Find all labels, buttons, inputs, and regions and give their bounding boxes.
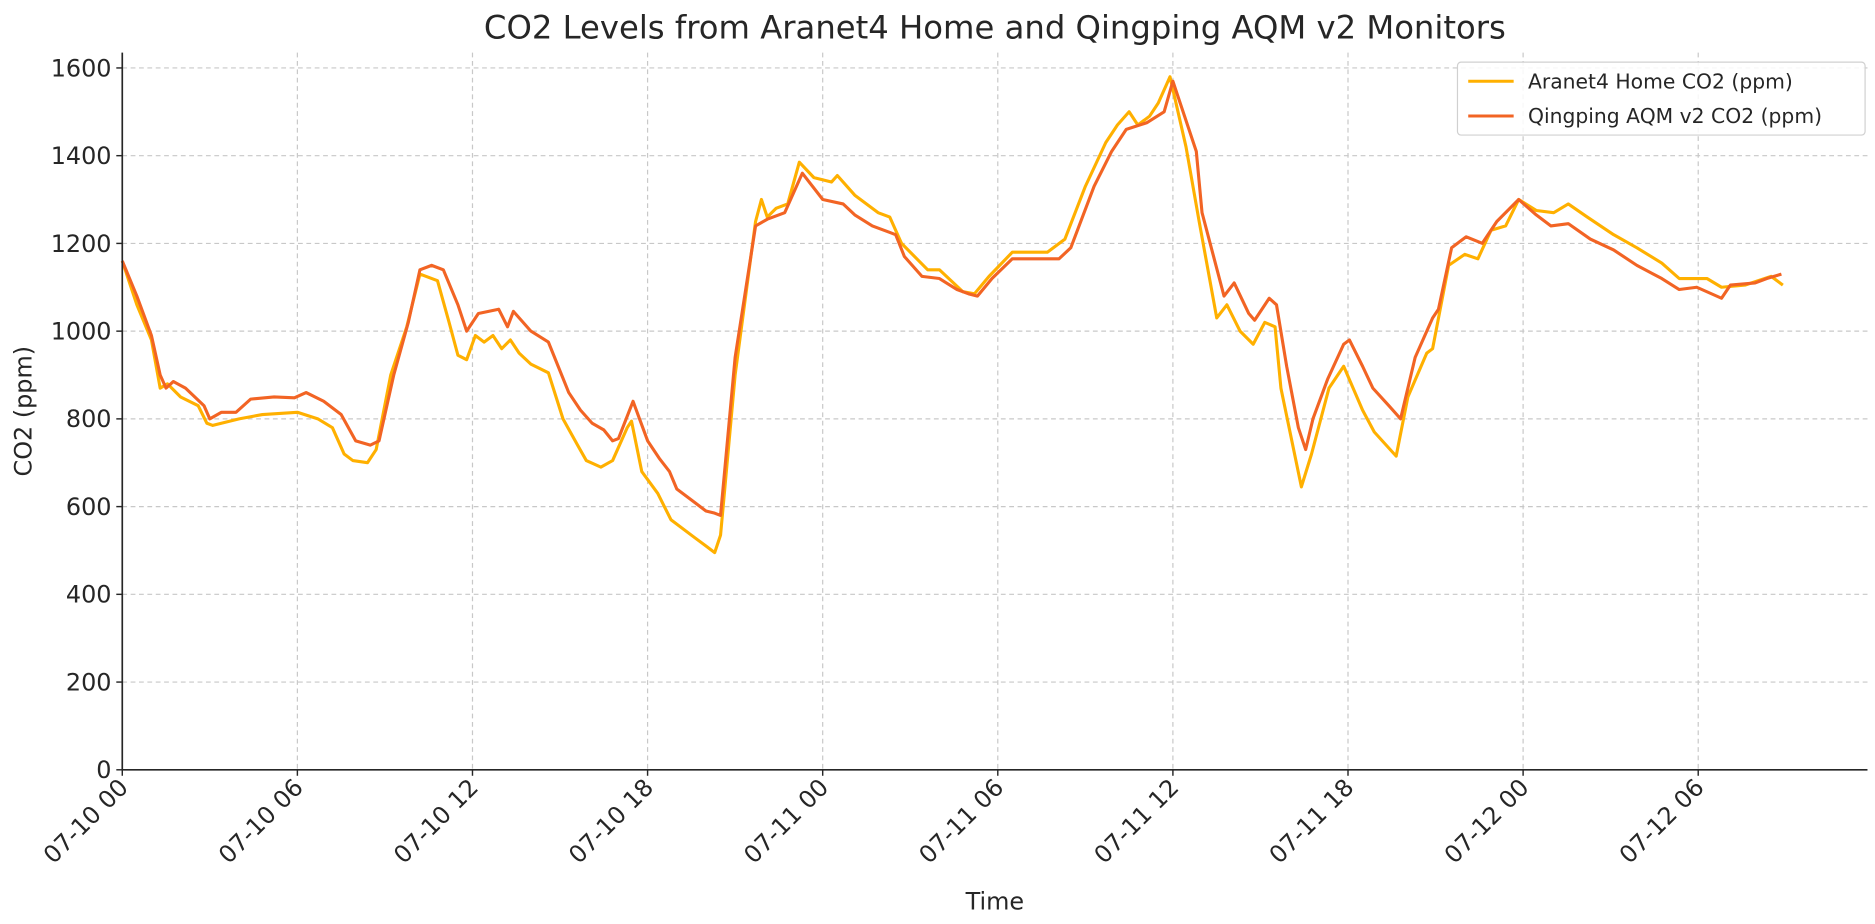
chart-title: CO2 Levels from Aranet4 Home and Qingpin… (484, 8, 1506, 46)
grid-lines (121, 52, 1868, 771)
y-axis-ticks: 0 200 400 600 800 1000 1200 1400 1600 (51, 54, 123, 784)
x-tick-label: 07-12 00 (1439, 773, 1535, 869)
x-tick-label: 07-11 12 (1089, 773, 1185, 869)
series-lines (120, 75, 1784, 555)
y-tick-label: 600 (66, 493, 112, 521)
series-line-qingping (120, 79, 1782, 517)
x-tick-label: 07-10 00 (38, 773, 134, 869)
y-tick-label: 1000 (51, 318, 112, 346)
y-tick-label: 0 (96, 756, 111, 784)
x-tick-label: 07-11 00 (738, 773, 834, 869)
x-tick-label: 07-10 18 (563, 773, 659, 869)
legend: Aranet4 Home CO2 (ppm) Qingping AQM v2 C… (1456, 61, 1866, 136)
y-tick-label: 1600 (51, 54, 112, 82)
y-tick-label: 1400 (51, 142, 112, 170)
x-tick-label: 07-10 06 (213, 773, 309, 869)
y-tick-label: 800 (66, 405, 112, 433)
x-tick-label: 07-12 06 (1614, 773, 1710, 869)
y-axis-label: CO2 (ppm) (9, 346, 37, 477)
x-tick-label: 07-10 12 (388, 773, 484, 869)
y-tick-label: 1200 (51, 230, 112, 258)
legend-label-aranet4: Aranet4 Home CO2 (ppm) (1528, 69, 1793, 93)
legend-box (1456, 61, 1866, 136)
x-axis-ticks: 07-10 00 07-10 06 07-10 12 07-10 18 07-11 00… (38, 769, 1710, 869)
x-tick-label: 07-11 18 (1264, 773, 1360, 869)
legend-label-qingping: Qingping AQM v2 CO2 (ppm) (1528, 104, 1822, 128)
y-tick-label: 400 (66, 581, 112, 609)
x-tick-label: 07-11 06 (913, 773, 1009, 869)
x-axis-label: Time (965, 888, 1024, 916)
series-line-aranet4 (120, 75, 1784, 555)
y-tick-label: 200 (66, 668, 112, 696)
